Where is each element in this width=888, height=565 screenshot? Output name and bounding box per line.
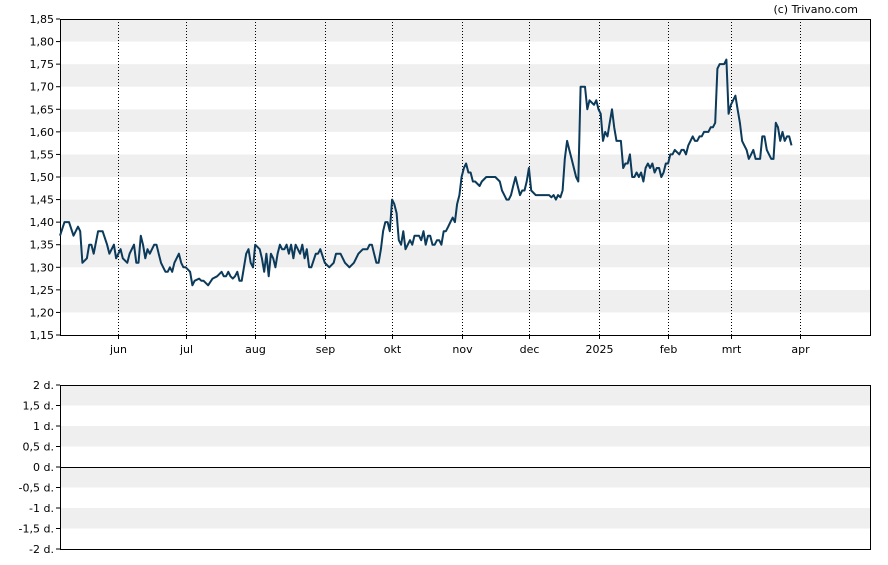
- price-y-tick-label: 1,85: [30, 13, 55, 26]
- price-grid-band: [60, 64, 870, 87]
- lower-grid-band: [60, 446, 870, 467]
- price-grid-band: [60, 19, 870, 42]
- price-y-tick-label: 1,25: [30, 284, 55, 297]
- price-x-tick-label: nov: [452, 343, 473, 356]
- price-grid-band: [60, 109, 870, 132]
- credit-label: (c) Trivano.com: [773, 3, 858, 16]
- lower-y-tick-label: -2 d.: [29, 543, 54, 556]
- lower-grid-band: [60, 426, 870, 447]
- price-grid-band: [60, 312, 870, 335]
- price-y-axis: 1,15 1,20 1,25 1,30 1,35 1,40 1,45 1,50 1,55 1,60…: [30, 13, 60, 342]
- price-y-tick-label: 1,75: [30, 58, 55, 71]
- lower-y-axis: 2 d. 1,5 d. 1 d. 0,5 d. 0 d. -0,5 d. -1 d. -1,5…: [19, 379, 60, 556]
- price-x-tick-label: okt: [384, 343, 402, 356]
- price-y-tick-label: 1,60: [30, 126, 55, 139]
- price-x-tick-label: dec: [520, 343, 540, 356]
- price-y-tick-label: 1,70: [30, 81, 55, 94]
- price-grid-band: [60, 41, 870, 65]
- lower-y-tick-label: -1 d.: [29, 502, 54, 515]
- price-grid-band: [60, 131, 870, 155]
- price-plot-frame: [60, 19, 871, 336]
- price-x-tick-label: aug: [245, 343, 266, 356]
- price-x-tick-label: feb: [660, 343, 678, 356]
- price-y-tick-label: 1,55: [30, 148, 55, 161]
- price-y-tick-label: 1,35: [30, 239, 55, 252]
- price-x-tick-label: sep: [316, 343, 335, 356]
- lower-grid-band: [60, 487, 870, 508]
- price-x-tick-label: 2025: [586, 343, 614, 356]
- lower-y-tick-label: 2 d.: [33, 379, 54, 392]
- price-y-tick-label: 1,15: [30, 329, 55, 342]
- price-grid-band: [60, 222, 870, 245]
- price-grid-band: [60, 267, 870, 290]
- price-y-tick-label: 1,80: [30, 36, 55, 49]
- lower-grid-band: [60, 508, 870, 529]
- lower-grid-band: [60, 467, 870, 488]
- price-x-tick-label: apr: [791, 343, 810, 356]
- price-grid-bands: [60, 19, 870, 335]
- lower-y-tick-label: 1 d.: [33, 420, 54, 433]
- lower-grid-band: [60, 528, 870, 549]
- price-grid-band: [60, 177, 870, 200]
- price-x-tick-label: jul: [179, 343, 193, 356]
- lower-y-tick-label: -0,5 d.: [19, 482, 54, 495]
- price-y-tick-label: 1,65: [30, 103, 55, 116]
- lower-y-tick-label: 1,5 d.: [23, 400, 54, 413]
- lower-y-tick-label: 0,5 d.: [23, 441, 54, 454]
- price-x-axis: jun jul aug sep okt nov dec 2025 feb mrt apr: [109, 335, 810, 356]
- lower-y-tick-label: 0 d.: [33, 461, 54, 474]
- lower-y-tick-label: -1,5 d.: [19, 523, 54, 536]
- price-y-tick-label: 1,50: [30, 171, 55, 184]
- lower-grid-band: [60, 385, 870, 406]
- lower-grid-band: [60, 405, 870, 426]
- price-grid-band: [60, 289, 870, 313]
- price-y-tick-label: 1,20: [30, 306, 55, 319]
- price-y-tick-label: 1,30: [30, 261, 55, 274]
- price-x-tick-label: mrt: [722, 343, 742, 356]
- price-y-tick-label: 1,45: [30, 194, 55, 207]
- price-y-tick-label: 1,40: [30, 216, 55, 229]
- lower-grid-bands: [60, 385, 870, 549]
- price-grid-band: [60, 86, 870, 110]
- price-grid-band: [60, 199, 870, 223]
- price-x-tick-label: jun: [109, 343, 127, 356]
- price-series-line: [59, 58, 793, 287]
